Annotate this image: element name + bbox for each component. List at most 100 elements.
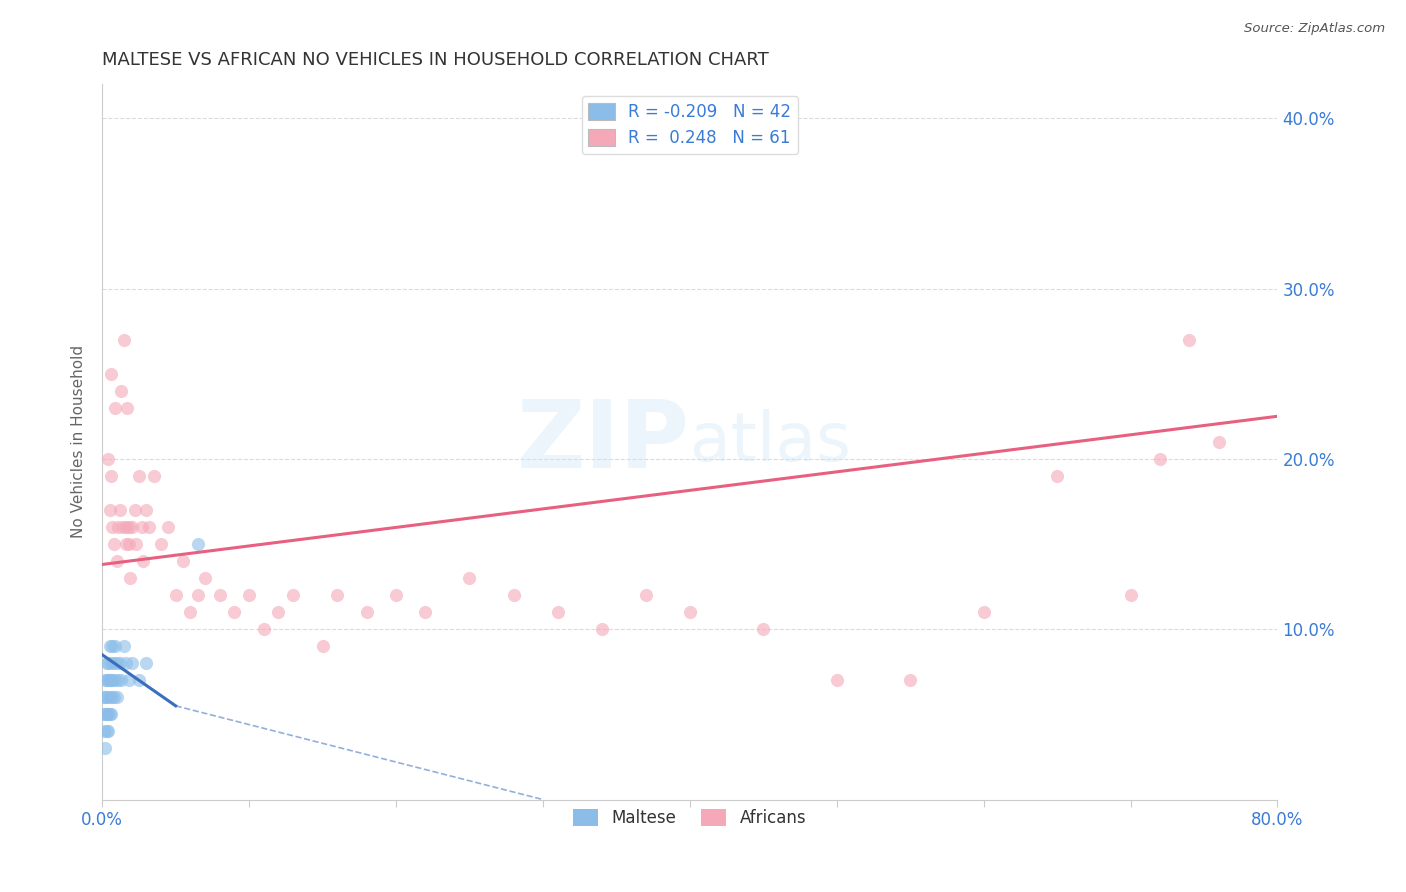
Point xyxy=(105,554,128,568)
Point xyxy=(96,690,118,705)
Point xyxy=(311,639,333,653)
Point xyxy=(138,520,160,534)
Point xyxy=(458,571,481,585)
Point xyxy=(128,469,150,483)
Legend: Maltese, Africans: Maltese, Africans xyxy=(567,803,813,834)
Point xyxy=(1149,451,1171,466)
Point xyxy=(112,333,135,347)
Point xyxy=(110,673,132,688)
Point xyxy=(187,588,209,602)
Point xyxy=(1046,469,1069,483)
Point xyxy=(101,690,124,705)
Point xyxy=(142,469,165,483)
Point xyxy=(108,657,131,671)
Point xyxy=(121,520,143,534)
Point xyxy=(107,520,129,534)
Point xyxy=(104,401,127,415)
Point xyxy=(101,673,124,688)
Point xyxy=(98,639,121,653)
Point xyxy=(118,537,141,551)
Text: Source: ZipAtlas.com: Source: ZipAtlas.com xyxy=(1244,22,1385,36)
Point xyxy=(238,588,260,602)
Point xyxy=(356,605,378,619)
Point xyxy=(94,707,117,722)
Point xyxy=(94,741,117,756)
Point xyxy=(101,639,124,653)
Text: ZIP: ZIP xyxy=(517,396,690,488)
Y-axis label: No Vehicles in Household: No Vehicles in Household xyxy=(72,345,86,539)
Point xyxy=(120,571,142,585)
Point xyxy=(187,537,209,551)
Point xyxy=(194,571,217,585)
Point xyxy=(267,605,290,619)
Point xyxy=(94,673,117,688)
Point xyxy=(96,657,118,671)
Point xyxy=(118,673,141,688)
Point xyxy=(973,605,995,619)
Point xyxy=(547,605,569,619)
Point xyxy=(114,657,136,671)
Point xyxy=(283,588,305,602)
Point xyxy=(124,503,146,517)
Point xyxy=(101,520,124,534)
Point xyxy=(98,707,121,722)
Point xyxy=(208,588,231,602)
Point xyxy=(94,690,117,705)
Point xyxy=(157,520,180,534)
Point xyxy=(96,724,118,739)
Point xyxy=(105,690,128,705)
Point xyxy=(93,707,115,722)
Point xyxy=(110,384,132,398)
Point xyxy=(179,605,201,619)
Point xyxy=(114,520,136,534)
Point xyxy=(118,520,141,534)
Point xyxy=(107,673,129,688)
Point xyxy=(326,588,349,602)
Point xyxy=(98,690,121,705)
Point xyxy=(104,639,127,653)
Point xyxy=(100,707,122,722)
Point xyxy=(103,537,125,551)
Point xyxy=(172,554,194,568)
Text: atlas: atlas xyxy=(690,409,851,475)
Point xyxy=(97,451,120,466)
Point xyxy=(591,622,613,636)
Point xyxy=(97,657,120,671)
Point xyxy=(679,605,702,619)
Point xyxy=(224,605,246,619)
Point xyxy=(100,469,122,483)
Point xyxy=(104,673,127,688)
Point xyxy=(111,520,134,534)
Point xyxy=(135,503,157,517)
Point xyxy=(1119,588,1142,602)
Point xyxy=(132,554,155,568)
Point xyxy=(125,537,148,551)
Point xyxy=(415,605,437,619)
Point xyxy=(100,367,122,381)
Point xyxy=(131,520,153,534)
Point xyxy=(165,588,187,602)
Point xyxy=(114,537,136,551)
Point xyxy=(115,401,138,415)
Point xyxy=(1208,434,1230,449)
Point xyxy=(100,673,122,688)
Point xyxy=(103,657,125,671)
Point xyxy=(97,724,120,739)
Point xyxy=(898,673,921,688)
Point xyxy=(128,673,150,688)
Point xyxy=(1178,333,1201,347)
Point xyxy=(135,657,157,671)
Point xyxy=(502,588,524,602)
Point xyxy=(108,503,131,517)
Point xyxy=(97,707,120,722)
Point xyxy=(253,622,276,636)
Point xyxy=(93,724,115,739)
Point xyxy=(98,503,121,517)
Point xyxy=(97,673,120,688)
Point xyxy=(103,690,125,705)
Point xyxy=(96,707,118,722)
Point xyxy=(105,657,128,671)
Point xyxy=(96,673,118,688)
Text: MALTESE VS AFRICAN NO VEHICLES IN HOUSEHOLD CORRELATION CHART: MALTESE VS AFRICAN NO VEHICLES IN HOUSEH… xyxy=(103,51,769,69)
Point xyxy=(121,657,143,671)
